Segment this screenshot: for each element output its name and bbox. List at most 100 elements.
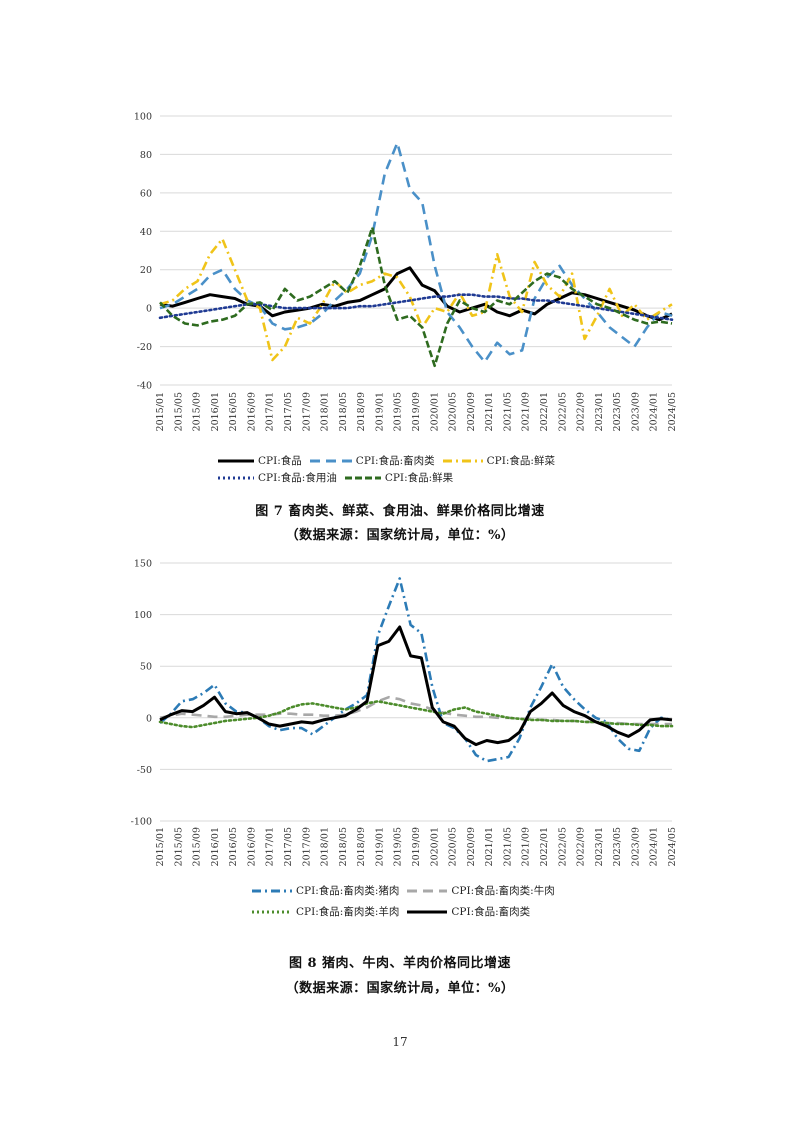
series-line-1 [159, 577, 673, 763]
x-tick-label: 2019/09 [411, 827, 422, 866]
x-tick-label: 2019/01 [374, 827, 385, 866]
x-tick-label: 2016/09 [246, 827, 257, 866]
x-tick-label: 2022/01 [539, 392, 550, 431]
legend-label: CPI:食品:鲜果 [384, 472, 454, 484]
legend-item-pork: CPI:食品:畜肉类:猪肉 [252, 883, 399, 898]
x-tick-label: 2020/09 [466, 827, 477, 866]
x-tick-label: 2017/01 [265, 827, 276, 866]
figure8-line-chart: -100 -50 0 50 100 150 2015/01 2015/05 2015/09 201… [131, 559, 678, 867]
figure7-line-chart: -40 -20 0 20 40 60 80 100 2015/01 2015/05 2015/09 2… [134, 112, 678, 432]
x-tick-label: 2024/05 [667, 392, 678, 431]
legend-swatch-green-dot-icon [252, 910, 292, 913]
legend-label: CPI:食品:鲜菜 [486, 455, 555, 467]
x-tick-label: 2023/01 [594, 827, 605, 866]
x-tick-label: 2024/05 [667, 827, 678, 866]
x-tick-label: 2018/05 [338, 827, 349, 866]
x-tick-label: 2018/01 [320, 392, 331, 431]
legend-item-cpi-meat: CPI:食品:畜肉类 [309, 453, 435, 468]
figure8-source: （数据来源：国家统计局，单位：%） [285, 981, 515, 996]
x-tick-label: 2024/01 [649, 827, 660, 866]
figure8-caption: 图 8 猪肉、牛肉、羊肉价格同比增速 [288, 956, 512, 971]
x-tick-label: 2023/09 [630, 392, 641, 431]
figure8-legend-row-1: CPI:食品:畜肉类:猪肉 CPI:食品:畜肉类:牛肉 [252, 883, 555, 898]
figure7-legend-row-2: CPI:食品:食用油 CPI:食品:鲜果 [218, 470, 453, 485]
x-tick-label: 2015/05 [173, 392, 184, 431]
x-tick-label: 2019/01 [374, 392, 385, 431]
x-tick-label: 2022/09 [576, 392, 587, 431]
legend-label: CPI:食品:畜肉类:羊肉 [296, 906, 400, 918]
x-tick-label: 2020/09 [466, 392, 477, 431]
series-line-5 [159, 226, 673, 368]
x-tick-label: 2015/09 [192, 392, 203, 431]
legend-swatch-blue-dash-icon [309, 459, 352, 462]
legend-label: CPI:食品:畜肉类 [355, 455, 435, 467]
figure7-legend-row-1: CPI:食品 CPI:食品:畜肉类 CPI:食品:鲜菜 [218, 453, 555, 468]
series-line-4 [159, 625, 673, 747]
x-tick-label: 2024/01 [649, 392, 660, 431]
x-tick-label: 2018/09 [356, 392, 367, 431]
x-tick-label: 2023/05 [612, 392, 623, 431]
x-tick-label: 2021/01 [484, 392, 495, 431]
series-line-3 [159, 237, 673, 362]
x-tick-label: 2021/05 [502, 392, 513, 431]
y-tick-label: 0 [146, 713, 152, 724]
x-tick-label: 2015/01 [155, 827, 166, 866]
x-tick-label: 2016/09 [246, 392, 257, 431]
legend-item-beef: CPI:食品:畜肉类:牛肉 [407, 883, 555, 898]
legend-item-mutton: CPI:食品:畜肉类:羊肉 [252, 904, 399, 919]
figure7-caption: 图 7 畜肉类、鲜菜、食用油、鲜果价格同比增速 [255, 504, 545, 519]
x-tick-label: 2022/05 [557, 392, 568, 431]
figure8-legend-row-2: CPI:食品:畜肉类:羊肉 CPI:食品:畜肉类 [252, 904, 530, 919]
y-tick-label: -50 [137, 765, 152, 776]
legend-swatch-solid-black-icon [218, 459, 254, 462]
y-tick-label: 100 [134, 610, 152, 621]
y-tick-label: 40 [140, 227, 152, 238]
x-tick-label: 2020/05 [448, 827, 459, 866]
x-tick-label: 2018/09 [356, 827, 367, 866]
x-tick-label: 2018/01 [320, 827, 331, 866]
legend-item-meat: CPI:食品:畜肉类 [407, 904, 530, 919]
legend-swatch-solid-black-icon [407, 910, 448, 913]
y-tick-label: 20 [140, 265, 152, 276]
x-tick-label: 2022/01 [539, 827, 550, 866]
legend-swatch-gray-dash-icon [407, 889, 448, 892]
legend-swatch-green-longdash-icon [344, 476, 381, 479]
legend-label: CPI:食品:畜肉类:牛肉 [451, 885, 555, 897]
x-tick-label: 2017/09 [301, 827, 312, 866]
y-tick-label: 60 [140, 188, 152, 199]
legend-label: CPI:食品 [258, 455, 302, 467]
series-line-3 [158, 700, 674, 729]
x-tick-label: 2015/09 [192, 827, 203, 866]
legend-item-cpi-vegetable: CPI:食品:鲜菜 [442, 453, 555, 468]
legend-swatch-blue-dashdot-icon [252, 889, 292, 892]
x-tick-label: 2021/05 [502, 827, 513, 866]
x-tick-label: 2016/01 [210, 827, 221, 866]
x-tick-label: 2015/01 [155, 392, 166, 431]
x-tick-label: 2022/09 [576, 827, 587, 866]
legend-swatch-yellow-dashdot-icon [442, 459, 483, 462]
y-tick-label: -20 [137, 342, 152, 353]
y-tick-label: 50 [140, 662, 152, 673]
x-tick-label: 2023/09 [630, 827, 641, 866]
legend-label: CPI:食品:畜肉类:猪肉 [296, 885, 400, 897]
y-tick-label: 0 [146, 304, 152, 315]
x-tick-label: 2022/05 [557, 827, 568, 866]
x-tick-label: 2016/05 [228, 827, 239, 866]
x-tick-label: 2020/05 [448, 392, 459, 431]
y-tick-label: -100 [131, 817, 152, 828]
x-tick-label: 2016/05 [228, 392, 239, 431]
x-tick-label: 2020/01 [429, 392, 440, 431]
x-tick-label: 2019/05 [393, 392, 404, 431]
legend-swatch-navy-dot-icon [218, 476, 254, 479]
legend-item-cpi-fruit: CPI:食品:鲜果 [344, 470, 454, 485]
series-line-2 [159, 141, 673, 364]
x-tick-label: 2017/01 [265, 392, 276, 431]
y-tick-label: -40 [137, 381, 152, 392]
x-tick-label: 2023/01 [594, 392, 605, 431]
x-tick-label: 2017/09 [301, 392, 312, 431]
x-tick-label: 2018/05 [338, 392, 349, 431]
x-tick-label: 2021/09 [521, 392, 532, 431]
y-tick-label: 80 [140, 150, 152, 161]
y-tick-label: 100 [134, 112, 152, 123]
legend-label: CPI:食品:食用油 [258, 472, 337, 484]
